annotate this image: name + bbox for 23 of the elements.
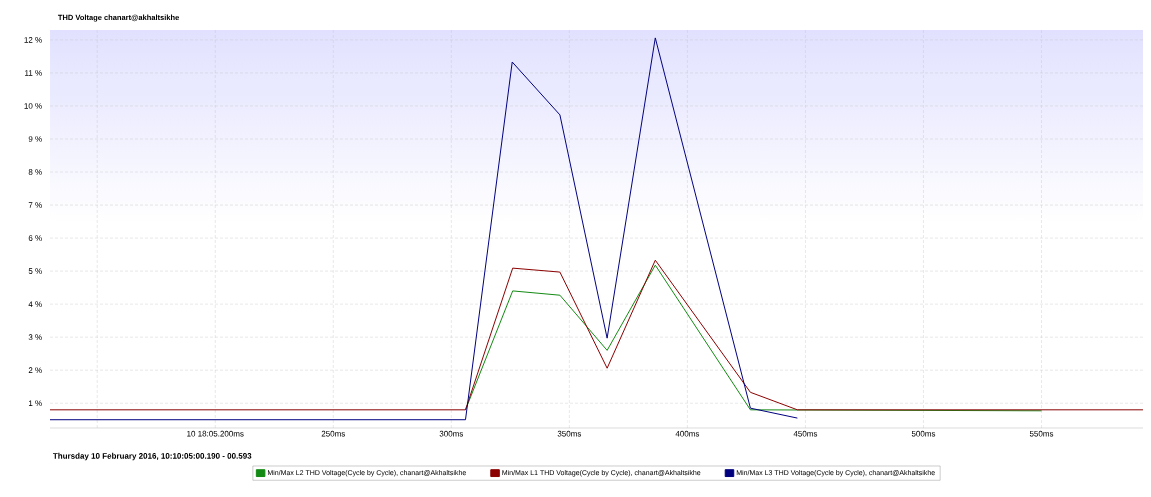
y-tick-label: 12 % (24, 37, 42, 43)
y-tick-label: 7 % (28, 202, 42, 208)
y-tick-label: 1 % (28, 400, 42, 407)
x-tick-label: 550ms (1029, 430, 1054, 437)
line-series (49, 37, 798, 421)
y-tick-label: 10 % (24, 103, 42, 109)
x-tick-label: 300ms (439, 430, 464, 437)
line-series (49, 259, 1144, 411)
x-tick-label: 450ms (793, 430, 818, 437)
y-tick-label: 5 % (28, 268, 42, 274)
y-tick-label: 9 % (28, 136, 42, 142)
y-tick-label: 11 % (25, 70, 42, 76)
x-tick-label: 350ms (557, 430, 582, 437)
x-axis-title: Thursday 10 February 2016, 10:10:05:00.190 - 00.593 (52, 452, 252, 461)
x-tick-label: 400ms (675, 430, 700, 437)
x-tick-label: 10 18:05.200ms (187, 430, 244, 437)
y-tick-label: 2 % (28, 367, 42, 373)
y-tick-label: 8 % (28, 169, 42, 175)
y-tick-label: 3 % (28, 334, 42, 340)
x-tick-label: 250ms (321, 430, 346, 437)
y-tick-label: 4 % (28, 301, 42, 307)
y-tick-label: 6 % (28, 235, 42, 241)
x-tick-label: 500ms (911, 430, 936, 437)
